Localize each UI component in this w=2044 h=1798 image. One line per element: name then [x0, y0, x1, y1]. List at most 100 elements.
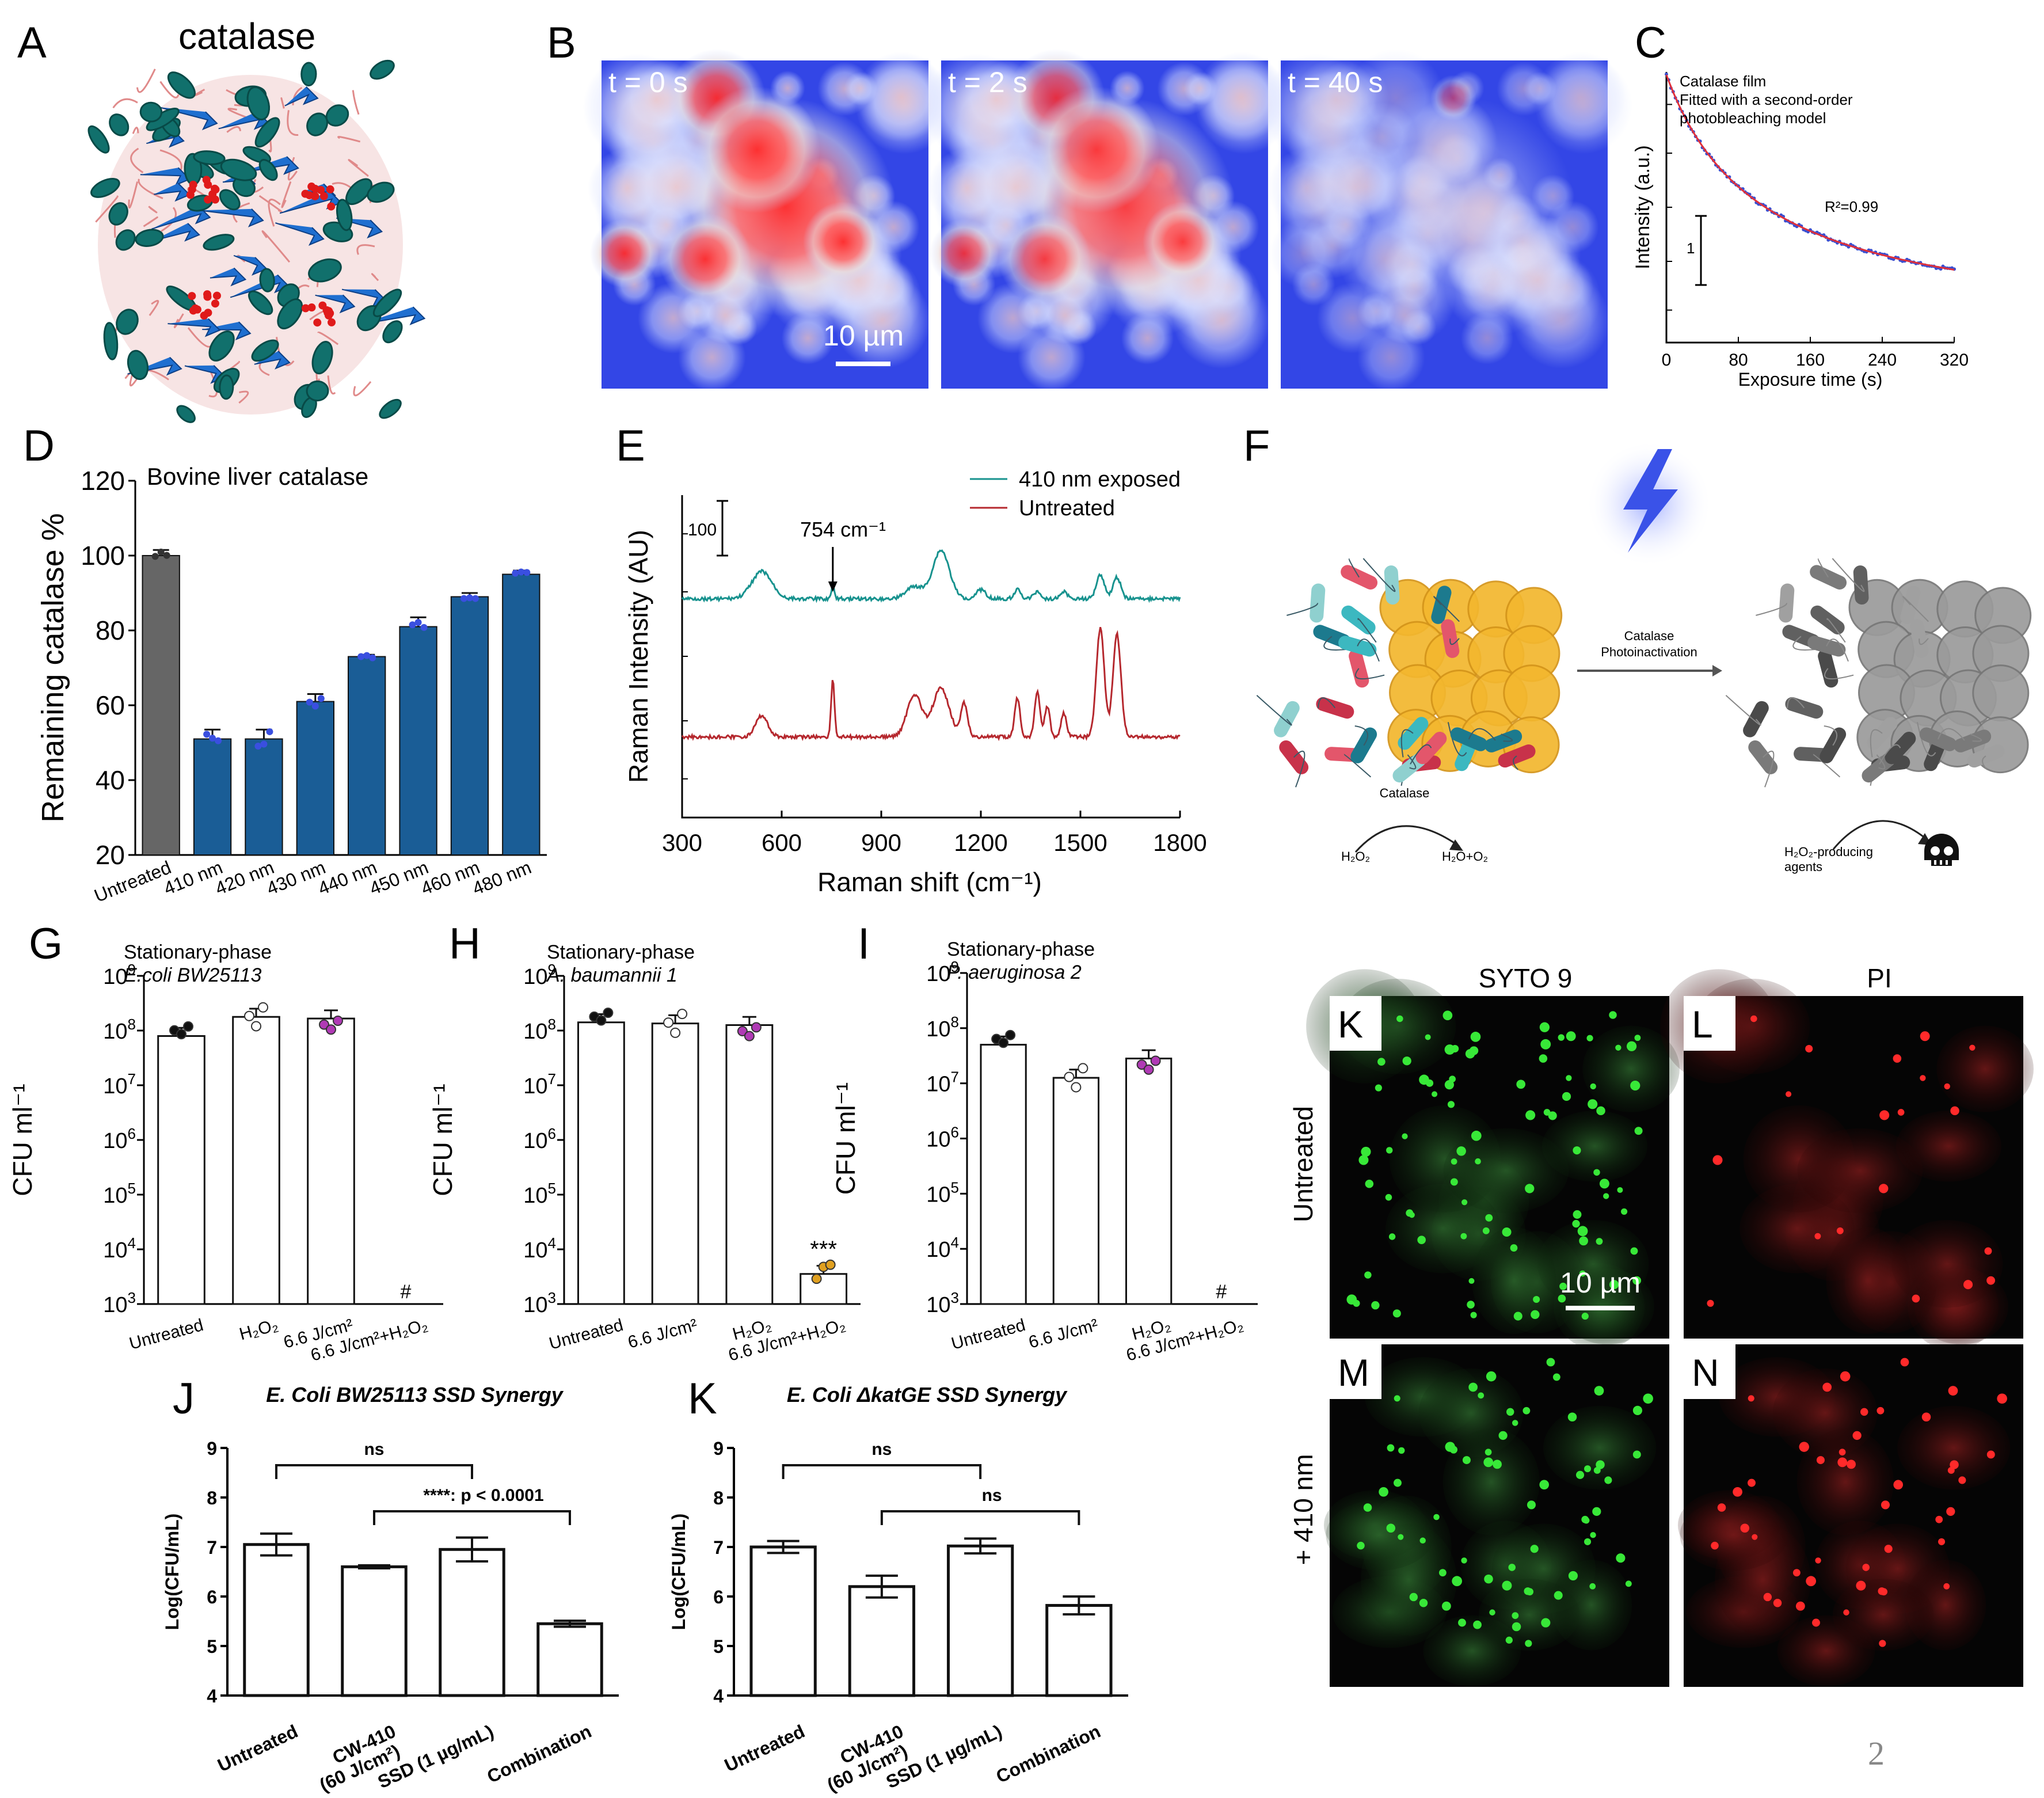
y-tick-label: 40 — [96, 765, 125, 795]
fluorescent-punctum — [1935, 1515, 1943, 1523]
fluorescent-punctum — [1577, 1226, 1588, 1237]
fluorescent-punctum — [1599, 1179, 1609, 1189]
fluorescent-punctum — [1573, 1146, 1581, 1155]
alpha-helix — [203, 234, 235, 251]
flagellum — [1725, 694, 1761, 726]
fluorescent-punctum — [1712, 1155, 1723, 1165]
fluorescent-punctum — [1733, 1487, 1742, 1497]
axis-frame — [681, 495, 1180, 819]
fluorescent-punctum — [1559, 1282, 1567, 1290]
bar — [725, 1024, 774, 1305]
panel-letter-box — [1684, 1344, 1735, 1399]
replicate-point — [260, 740, 268, 748]
fluorescent-punctum — [1493, 1459, 1502, 1469]
reaction-right: H₂O₂-producing agents — [1784, 820, 1959, 874]
fluorescent-punctum — [1387, 1444, 1395, 1452]
loop-strand — [327, 375, 336, 395]
fluorescent-punctum — [1562, 1092, 1571, 1101]
heme-atom — [317, 185, 325, 194]
alpha-helix — [167, 71, 196, 99]
y-tick-label: 103 — [103, 1289, 136, 1317]
fluorescent-punctum — [1609, 1011, 1617, 1019]
x-tick-label: 240 — [1868, 351, 1897, 370]
residual-blob — [1430, 75, 1476, 121]
panel-letter-h: H — [449, 919, 481, 968]
loop-strand — [159, 81, 180, 98]
fluorescent-punctum — [1573, 1210, 1582, 1219]
panel-letter-i: I — [858, 919, 870, 968]
x-tick-label: 160 — [1796, 351, 1825, 370]
fluorescent-punctum — [1447, 1101, 1455, 1108]
y-axis-title: Intensity (a.u.) — [1632, 145, 1654, 269]
fluorescent-punctum — [1986, 1450, 1995, 1459]
fluorescent-punctum — [1963, 1280, 1973, 1290]
alpha-helix — [115, 229, 136, 251]
x-tick-label: Untreated — [214, 1721, 301, 1776]
flagellum — [1902, 596, 1929, 622]
cell-body — [1832, 1579, 1934, 1651]
fluorescent-punctum — [1594, 1386, 1604, 1396]
fluorescent-punctum — [1377, 1058, 1385, 1066]
fluorescent-punctum — [1502, 1580, 1512, 1591]
fluorescent-punctum — [1586, 1035, 1593, 1041]
replicate-point — [1143, 1064, 1154, 1075]
fluorescent-punctum — [1948, 1386, 1958, 1396]
fluorescent-punctum — [1461, 1199, 1468, 1206]
bar — [307, 1017, 355, 1305]
fluorescent-punctum — [1419, 1598, 1428, 1607]
replicate-point — [663, 1017, 674, 1028]
scale-label: 1 — [1687, 240, 1695, 257]
loop-strand — [147, 369, 169, 381]
fluorescent-punctum — [1568, 1571, 1578, 1581]
fluorescent-punctum — [1921, 1412, 1931, 1421]
y-axis-title: CFU ml⁻¹ — [7, 1084, 37, 1196]
intensity-blob — [999, 213, 1091, 305]
fluorescent-punctum — [1425, 1034, 1431, 1040]
fluorescent-punctum — [1402, 1056, 1411, 1066]
flagellum — [1792, 636, 1818, 651]
fluorescent-punctum — [1589, 1583, 1596, 1590]
fluorescent-punctum — [1566, 1075, 1572, 1081]
alpha-helix — [87, 125, 110, 154]
bar — [296, 701, 334, 856]
fluorescent-punctum — [1502, 1227, 1512, 1237]
fluorescent-punctum — [1984, 1247, 1992, 1255]
fluorescent-punctum — [1525, 1110, 1536, 1120]
alpha-helix — [220, 158, 257, 181]
replicate-point — [517, 568, 525, 576]
flagellum — [1970, 733, 1982, 742]
fluorescent-punctum — [1752, 1534, 1758, 1540]
bar — [439, 1548, 505, 1697]
replicate-point — [523, 569, 531, 576]
fluorescent-punctum — [1604, 1476, 1612, 1484]
fluorescent-punctum — [1471, 1130, 1482, 1141]
fluorescent-punctum — [1814, 1233, 1821, 1240]
alpha-helix — [311, 341, 333, 375]
replicate-point — [414, 619, 422, 626]
fluorescent-punctum — [1795, 1601, 1805, 1611]
flagellum — [1433, 596, 1460, 622]
micrograph-m: L — [1660, 969, 2034, 1351]
flagellum — [1817, 558, 1829, 578]
fluorescent-punctum — [1632, 1276, 1642, 1285]
fluorescent-punctum — [1468, 1382, 1478, 1392]
panel-a-structure: catalase — [87, 16, 426, 423]
replicate-point — [512, 569, 519, 577]
fluorescent-punctum — [1558, 1034, 1565, 1041]
fluorescent-punctum — [1617, 1187, 1623, 1193]
chart-title: E. Coli ΔkatGE SSD Synergy — [787, 1383, 1068, 1407]
fluorescent-punctum — [1822, 1382, 1832, 1392]
y-tick-label: 108 — [103, 1016, 136, 1044]
heme-atom — [204, 195, 212, 204]
intensity-blob — [803, 202, 884, 282]
fluorescent-punctum — [1711, 1541, 1719, 1550]
photobleach-frame-0: t = 0 s — [583, 49, 953, 391]
cell-body — [1891, 1220, 2003, 1308]
panel-letter-o: N — [1692, 1351, 1719, 1394]
fluorescent-punctum — [1621, 1208, 1628, 1215]
beta-sheet — [284, 86, 319, 107]
loop-strand — [371, 273, 379, 282]
loop-strand — [187, 327, 211, 348]
fluorescent-punctum — [1484, 1574, 1493, 1584]
heme-atom — [319, 192, 328, 200]
